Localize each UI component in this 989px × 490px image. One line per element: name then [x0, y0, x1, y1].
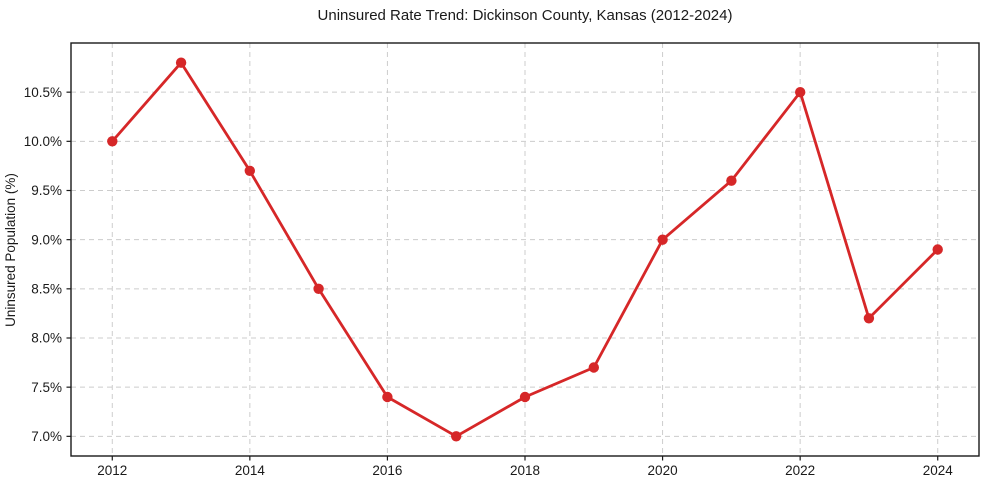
y-tick-label: 8.5%	[31, 282, 62, 297]
x-tick-label: 2018	[510, 463, 540, 478]
data-point	[175, 57, 187, 68]
data-point	[657, 234, 668, 245]
data-point	[107, 136, 118, 147]
series-layer	[107, 57, 943, 442]
data-point	[863, 313, 875, 324]
data-point	[795, 87, 806, 98]
data-point	[313, 283, 324, 294]
y-tick-label: 9.5%	[31, 183, 62, 198]
data-point	[932, 244, 943, 255]
grid-layer	[71, 43, 979, 456]
y-tick-label: 10.5%	[24, 85, 62, 100]
x-tick-label: 2022	[785, 463, 815, 478]
y-tick-label: 10.0%	[24, 134, 62, 149]
x-tick-label: 2016	[372, 463, 402, 478]
data-point	[451, 431, 462, 442]
x-tick-label: 2014	[235, 463, 266, 478]
y-tick-label: 7.0%	[31, 429, 62, 444]
x-tick-label: 2024	[923, 463, 954, 478]
data-point	[726, 175, 737, 186]
chart-title: Uninsured Rate Trend: Dickinson County, …	[318, 7, 733, 24]
data-point	[382, 391, 393, 403]
y-axis-label: Uninsured Population (%)	[3, 173, 18, 327]
y-tick-label: 7.5%	[31, 380, 62, 395]
x-tick-label: 2012	[97, 463, 127, 478]
y-tick-label: 9.0%	[31, 232, 62, 247]
data-point	[244, 165, 255, 176]
tick-layer: 2012 2014 2016 2018 2020 2022 2024 7.0% 7.5% 8.0%…	[24, 85, 954, 478]
y-tick-label: 8.0%	[31, 331, 62, 346]
data-point	[588, 362, 599, 373]
data-point	[519, 391, 531, 403]
x-tick-label: 2020	[648, 463, 678, 478]
